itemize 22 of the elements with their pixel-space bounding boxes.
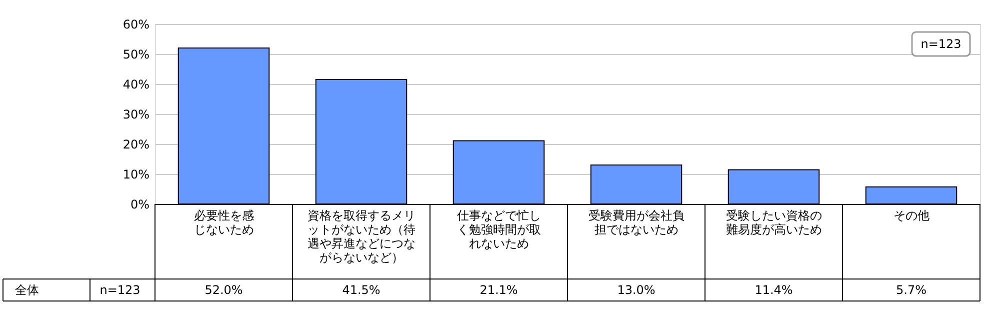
y-tick-label: 30% <box>122 108 150 122</box>
data-label: 52.0% <box>204 283 243 297</box>
data-label: 5.7% <box>896 283 926 297</box>
data-label: 41.5% <box>342 283 380 297</box>
y-tick-label: 60% <box>122 18 150 32</box>
y-tick-label: 50% <box>122 48 150 62</box>
x-tick-label: 受験したい資格の難易度が高いため <box>726 208 822 236</box>
x-tick-label: その他 <box>893 208 930 222</box>
y-tick-label: 10% <box>122 168 150 182</box>
x-tick-label: 受験費用が会社負担ではないため <box>588 208 684 236</box>
text: n=123 <box>100 283 140 297</box>
x-tick-label: 仕事などで忙しく勉強時間が取れないため <box>456 208 541 250</box>
x-tick-label: 資格を取得するメリットがないため（待遇や昇進などにつながらないなど） <box>307 208 416 264</box>
annotation: n=123 <box>920 37 962 51</box>
data-label: 13.0% <box>617 283 656 297</box>
x-tick-label: 必要性を感じないため <box>194 208 254 236</box>
data-label: 21.1% <box>480 283 518 297</box>
y-tick-label: 40% <box>122 78 150 92</box>
data-label: 11.4% <box>754 283 793 297</box>
y-tick-label: 0% <box>130 198 150 212</box>
y-tick-label: 20% <box>122 138 150 152</box>
text: 全体 <box>15 283 39 297</box>
